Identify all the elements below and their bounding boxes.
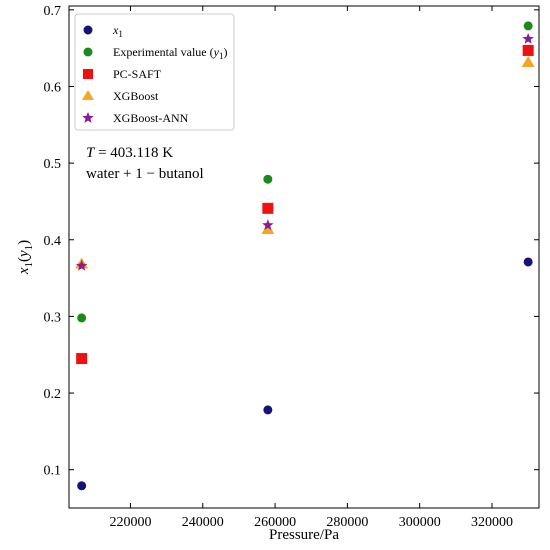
data-marks xyxy=(75,21,535,491)
point-xgboost-ann xyxy=(262,219,274,231)
y-tick-label: 0.4 xyxy=(44,234,62,249)
x-tick-label: 320000 xyxy=(471,515,513,530)
point-experimental-value-y1 xyxy=(77,313,87,323)
point-experimental-value-y1 xyxy=(523,21,533,31)
legend-frame xyxy=(74,13,235,131)
point-xgboost-ann xyxy=(522,32,534,44)
legend-entry-x1: x1 xyxy=(83,23,123,39)
y-tick-label: 0.2 xyxy=(44,387,62,402)
x-tick-label: 220000 xyxy=(109,515,151,530)
legend-marker-experimental xyxy=(83,47,93,57)
legend: x1 Experimental value (y1) PC-SAFT XGBoo… xyxy=(74,13,235,131)
point-xgboost xyxy=(521,55,535,67)
y-axis-title: x1(y1) xyxy=(16,240,35,275)
legend-entry-xgboost-ann: XGBoost-ANN xyxy=(82,111,189,125)
legend-label-pc-saft: PC-SAFT xyxy=(113,67,162,81)
legend-marker-xgboost xyxy=(82,90,94,100)
legend-label-xgboost-ann: XGBoost-ANN xyxy=(113,111,189,125)
y-tick-label: 0.6 xyxy=(44,80,62,95)
point-x1 xyxy=(523,257,533,267)
point-pc-saft xyxy=(262,202,274,214)
legend-label-x1: x1 xyxy=(112,23,123,39)
x-tick-label: 280000 xyxy=(326,515,368,530)
y-tick-label: 0.5 xyxy=(44,157,62,172)
annotation-temperature: T = 403.118 K xyxy=(86,145,173,161)
point-x1 xyxy=(263,405,273,415)
point-pc-saft xyxy=(76,353,88,365)
point-x1 xyxy=(77,481,87,491)
x-tick-label: 260000 xyxy=(254,515,296,530)
legend-label-xgboost: XGBoost xyxy=(113,89,159,103)
x-tick-label: 240000 xyxy=(182,515,224,530)
legend-entry-experimental: Experimental value (y1) xyxy=(83,45,227,61)
axis-ticks: 220000 240000 260000 280000 300000 320000 0.1 0… xyxy=(44,4,539,530)
legend-label-experimental: Experimental value (y1) xyxy=(113,45,227,61)
annotation-system: water + 1 − butanol xyxy=(86,166,204,182)
legend-marker-pc-saft xyxy=(83,69,93,79)
legend-entry-pc-saft: PC-SAFT xyxy=(83,67,162,81)
legend-marker-x1 xyxy=(83,25,93,35)
y-tick-label: 0.1 xyxy=(44,464,62,479)
x-axis-title: Pressure/Pa xyxy=(269,527,339,543)
legend-marker-xgboost-ann xyxy=(82,112,94,123)
y-tick-label: 0.3 xyxy=(44,310,62,325)
point-xgboost-ann xyxy=(75,259,88,271)
y-tick-label: 0.7 xyxy=(44,4,62,19)
point-pc-saft xyxy=(522,44,534,56)
legend-entry-xgboost: XGBoost xyxy=(82,89,159,103)
x-tick-label: 300000 xyxy=(399,515,441,530)
point-xgboost xyxy=(261,223,275,235)
point-experimental-value-y1 xyxy=(263,174,273,184)
